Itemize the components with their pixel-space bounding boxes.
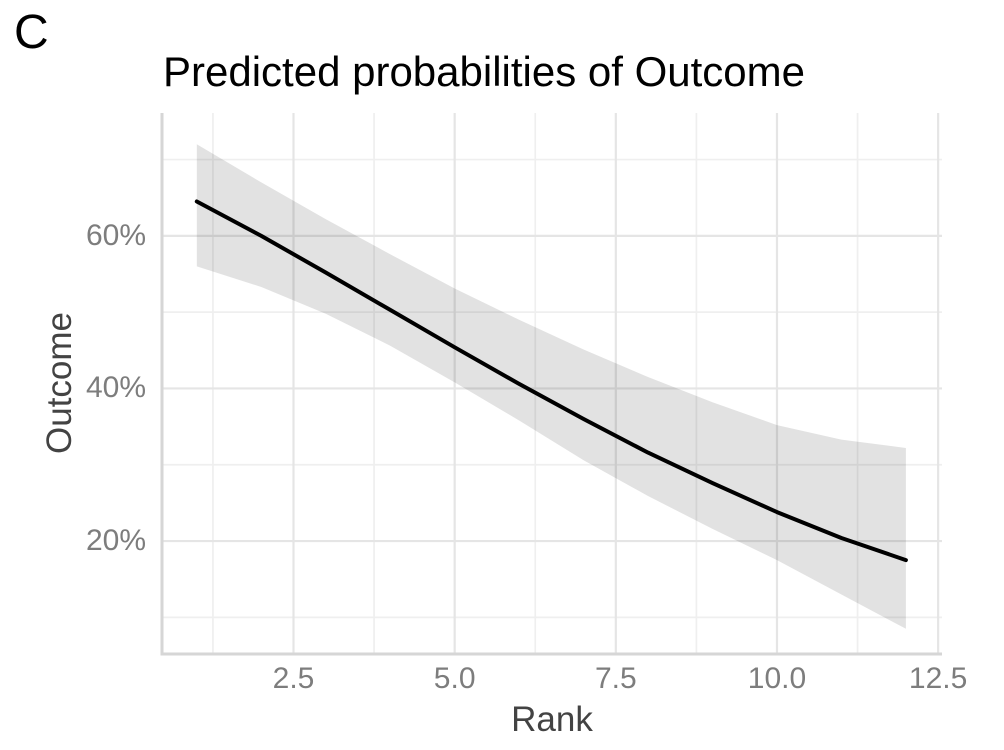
y-tick-label: 40%	[85, 371, 146, 405]
y-tick-label: 60%	[85, 218, 146, 252]
x-tick-label: 7.5	[594, 662, 637, 695]
x-tick-label: 10.0	[747, 662, 807, 695]
x-tick-label: 12.5	[908, 662, 968, 695]
prediction-line	[194, 199, 908, 563]
panel-letter-label: C	[14, 6, 49, 59]
chart-title: Predicted probabilities of Outcome	[163, 48, 805, 95]
x-tick-label: 5.0	[433, 662, 476, 695]
y-tick-label: 20%	[85, 524, 146, 558]
x-axis-title: Rank	[511, 700, 593, 739]
confidence-ribbon	[196, 144, 906, 629]
x-tick-label: 2.5	[272, 662, 315, 695]
